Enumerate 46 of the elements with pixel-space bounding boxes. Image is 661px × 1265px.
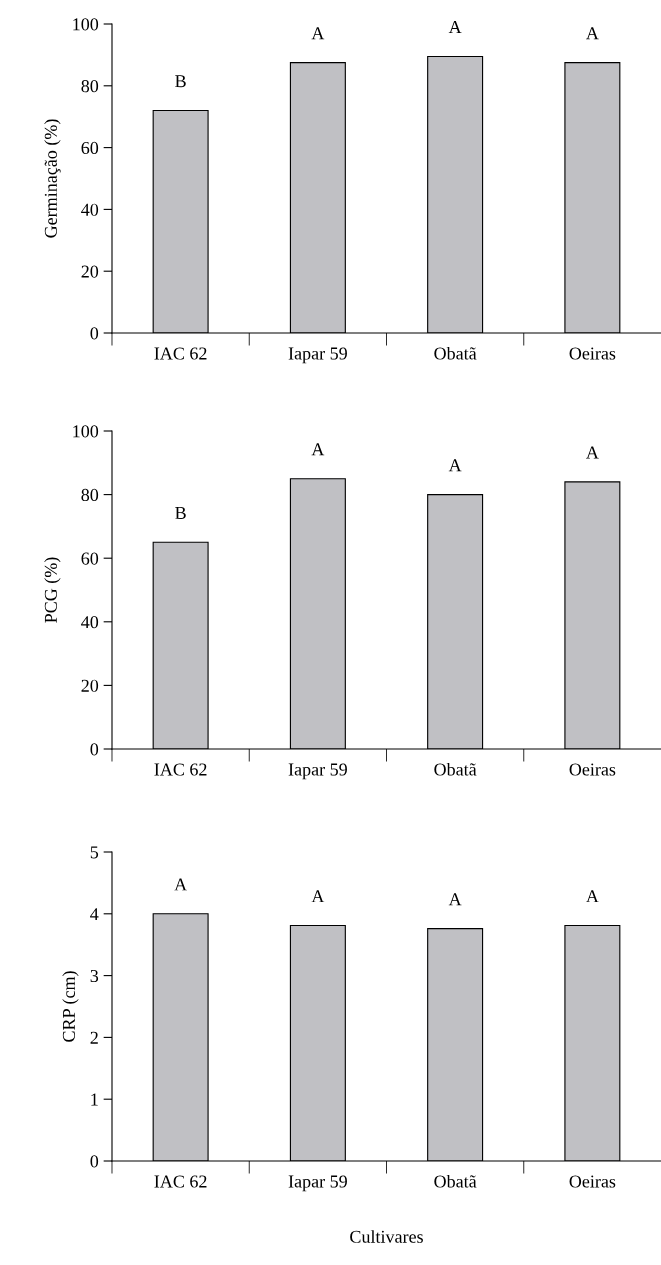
y-tick-label: 20 — [81, 265, 99, 278]
y-tick-label: 4 — [90, 908, 99, 921]
y-tick-label: 2 — [90, 1031, 98, 1044]
y-tick-label: 0 — [90, 743, 99, 756]
y-tick-label: 80 — [81, 80, 99, 93]
x-axis-title: Cultivares — [350, 1230, 423, 1243]
y-tick-label: 3 — [90, 969, 99, 983]
y-tick-label: 20 — [81, 679, 99, 692]
annotation: A — [448, 459, 462, 472]
y-tick-label: 60 — [81, 141, 99, 155]
y-tick-label: 1 — [91, 1093, 98, 1106]
x-tick-label: IAC 62 — [154, 1175, 207, 1188]
annotation: A — [311, 443, 325, 456]
y-axis-title: Germinação (%) — [44, 119, 61, 238]
x-tick-label: Obatã — [434, 762, 477, 776]
y-tick-label: 60 — [81, 552, 99, 565]
x-tick-label: Iapar 59 — [288, 763, 347, 780]
x-tick-label: Iapar 59 — [288, 1175, 347, 1192]
y-tick-label: 0 — [90, 327, 99, 340]
y-tick-label: 0 — [90, 1155, 99, 1168]
x-tick-label: Oeiras — [569, 1175, 616, 1188]
x-tick-label: Obatã — [434, 346, 477, 360]
y-axis-title: CRP (cm) — [62, 971, 79, 1042]
annotation: B — [175, 507, 186, 519]
annotation: A — [586, 446, 599, 459]
x-tick-label: Obatã — [434, 1174, 477, 1188]
x-tick-label: Oeiras — [569, 763, 616, 776]
x-tick-label: Iapar 59 — [288, 347, 347, 364]
y-tick-label: 5 — [90, 846, 99, 859]
annotation: A — [311, 890, 325, 903]
annotation: B — [175, 75, 186, 88]
y-tick-label: 80 — [81, 488, 99, 502]
x-tick-label: IAC 62 — [154, 763, 207, 776]
y-tick-label: 100 — [73, 18, 99, 31]
annotation: A — [448, 21, 462, 34]
y-tick-label: 100 — [73, 425, 99, 438]
x-tick-label: Oeiras — [569, 347, 616, 360]
annotation: A — [311, 27, 325, 40]
y-tick-label: 40 — [81, 616, 99, 629]
annotation: A — [586, 890, 599, 903]
annotation: A — [586, 27, 599, 40]
annotation: A — [448, 893, 462, 906]
y-tick-label: 40 — [81, 203, 99, 216]
x-tick-label: IAC 62 — [154, 347, 207, 360]
annotation: A — [174, 878, 188, 891]
y-axis-title: PCG (%) — [44, 557, 61, 623]
